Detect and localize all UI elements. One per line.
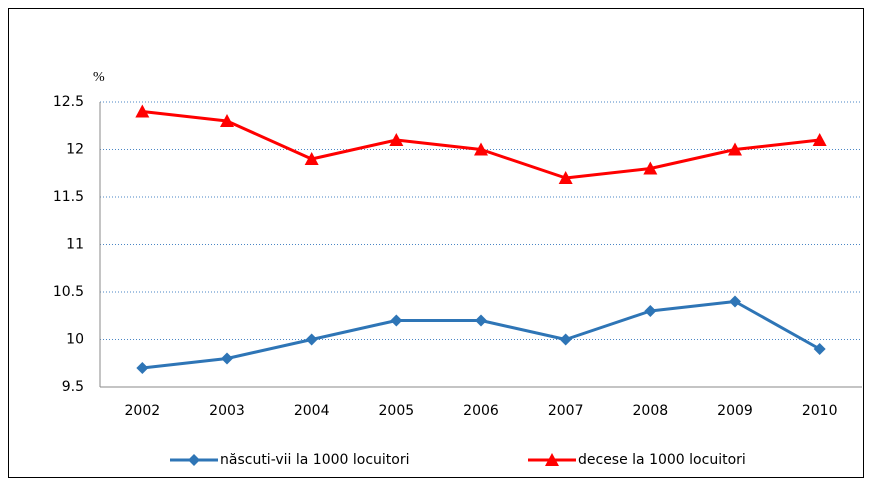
data-point bbox=[390, 314, 403, 327]
y-tick-label: 9.5 bbox=[62, 379, 84, 395]
x-tick-label: 2007 bbox=[548, 403, 584, 419]
y-tick-label: 11.5 bbox=[53, 189, 84, 205]
data-point bbox=[728, 142, 742, 156]
x-tick-label: 2002 bbox=[125, 403, 161, 419]
x-tick-label: 2005 bbox=[379, 403, 415, 419]
chart-frame bbox=[8, 8, 864, 478]
x-tick-label: 2009 bbox=[717, 403, 753, 419]
x-tick-label: 2004 bbox=[294, 403, 330, 419]
data-point bbox=[221, 352, 233, 365]
data-point bbox=[474, 142, 488, 156]
legend-marker bbox=[188, 454, 200, 466]
data-point bbox=[813, 343, 826, 355]
y-tick-label: 12.5 bbox=[53, 94, 84, 110]
y-tick-label: 10.5 bbox=[53, 284, 84, 300]
x-tick-label: 2006 bbox=[463, 403, 499, 419]
y-tick-label: 11 bbox=[66, 237, 84, 253]
x-tick-label: 2003 bbox=[209, 403, 245, 419]
data-point bbox=[220, 114, 234, 127]
x-tick-label: 2010 bbox=[802, 403, 838, 419]
data-point bbox=[812, 133, 827, 146]
data-point bbox=[644, 305, 657, 317]
data-point bbox=[729, 295, 741, 308]
data-point bbox=[305, 333, 318, 346]
data-point bbox=[304, 152, 319, 165]
y-axis-label: % bbox=[93, 70, 105, 85]
data-point bbox=[475, 314, 487, 327]
data-point bbox=[559, 333, 572, 346]
data-point bbox=[389, 133, 404, 146]
legend-label: născuti-vii la 1000 locuitori bbox=[220, 452, 410, 468]
data-point bbox=[135, 104, 150, 118]
y-tick-label: 10 bbox=[66, 332, 84, 348]
data-point bbox=[558, 171, 573, 184]
legend-label: decese la 1000 locuitori bbox=[578, 452, 746, 468]
y-tick-label: 12 bbox=[66, 142, 84, 158]
data-point bbox=[643, 161, 658, 175]
legend-marker bbox=[545, 453, 559, 466]
x-tick-label: 2008 bbox=[633, 403, 669, 419]
data-point bbox=[136, 362, 149, 374]
